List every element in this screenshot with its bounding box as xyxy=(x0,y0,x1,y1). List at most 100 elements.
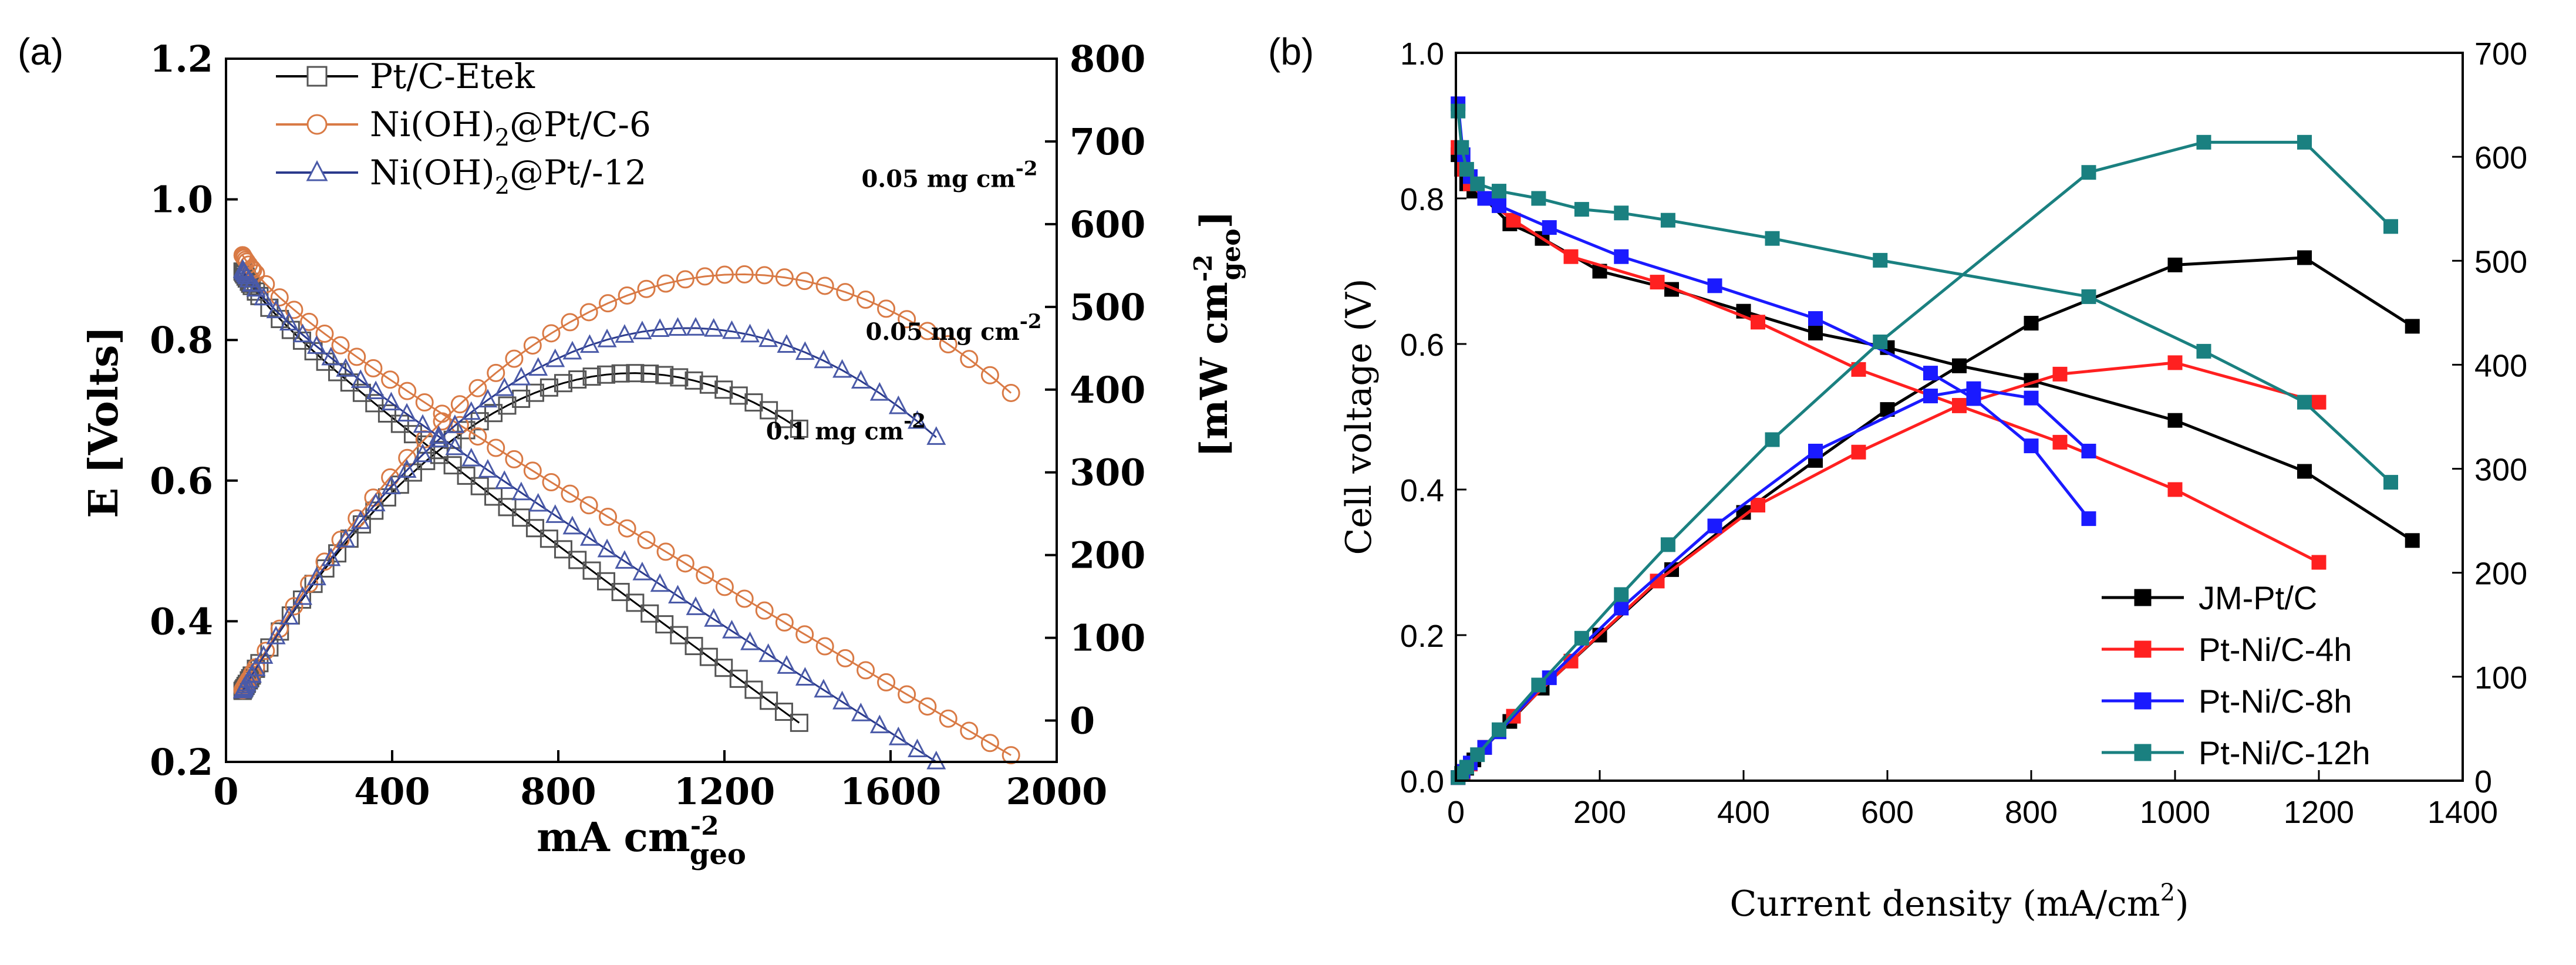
voltage-point xyxy=(1470,176,1485,191)
polarization-point xyxy=(740,631,760,650)
voltage-point xyxy=(1873,252,1888,268)
polarization-point xyxy=(542,473,561,491)
power-point xyxy=(960,350,979,369)
power-point xyxy=(545,348,565,367)
chart-panel-a: (a)0 400 800 1200 1600 20000.20.40.60.81.01.2… xyxy=(18,31,1246,871)
polarization-point xyxy=(568,551,587,569)
panel-label: (b) xyxy=(1268,31,1314,73)
polarization-point xyxy=(980,734,999,753)
polarization-point xyxy=(960,721,979,740)
polarization-point xyxy=(877,673,896,691)
polarization-point xyxy=(597,572,616,591)
power-point xyxy=(729,386,748,405)
polarization-point xyxy=(450,416,469,434)
polarization-point xyxy=(365,394,384,413)
power-point xyxy=(2383,219,2398,234)
x-axis-label: Current density (mA/cm2) xyxy=(1729,879,2189,924)
legend-label: Ni(OH)2@Pt/C-6 xyxy=(370,104,651,151)
power-point xyxy=(397,459,417,478)
polarization-point xyxy=(366,380,386,400)
power-point xyxy=(735,265,754,284)
polarization-point xyxy=(523,461,542,480)
polarization-point xyxy=(525,519,544,538)
polarization-point xyxy=(869,714,889,734)
x-tick-label: 2000 xyxy=(1006,770,1108,813)
polarization-point xyxy=(888,726,908,745)
polarization-point xyxy=(755,601,774,620)
polarization-point xyxy=(429,425,449,444)
power-point xyxy=(655,366,674,384)
power-point xyxy=(1531,677,1546,693)
power-point xyxy=(775,268,794,287)
series-3 xyxy=(1451,103,2398,785)
voltage-point xyxy=(1459,161,1474,177)
polarization-point xyxy=(545,504,565,523)
polarization-point xyxy=(478,459,498,478)
polarization-point xyxy=(597,538,617,558)
power-point xyxy=(528,357,548,376)
polarization-point xyxy=(266,299,286,319)
polarization-point xyxy=(851,703,871,721)
polarization-point xyxy=(340,373,359,392)
voltage-point xyxy=(2167,482,2183,497)
polarization-point xyxy=(795,625,814,644)
polarization-point xyxy=(336,358,356,377)
power-point xyxy=(579,334,599,353)
polarization-point xyxy=(918,697,937,716)
power-point xyxy=(331,531,350,549)
voltage-point xyxy=(2081,289,2096,304)
power-point xyxy=(293,586,312,605)
y-tick-label: 0.2 xyxy=(150,741,213,784)
power-point xyxy=(568,370,587,389)
annotation: 0.05 mg cm-2 xyxy=(861,157,1037,193)
polarization-point xyxy=(413,414,433,433)
legend-marker xyxy=(2134,692,2152,710)
polarization-point xyxy=(815,637,834,656)
voltage-point xyxy=(1492,198,1506,213)
polarization-point xyxy=(760,691,778,710)
x-tick-label: 800 xyxy=(520,770,596,813)
polarization-point xyxy=(364,359,383,377)
y2-tick-label: 300 xyxy=(2474,453,2527,488)
y2-tick-label: 700 xyxy=(1070,120,1145,163)
power-point xyxy=(795,341,815,360)
polarization-point xyxy=(1002,746,1020,765)
power-point xyxy=(670,368,689,387)
x-tick-label: 800 xyxy=(2005,795,2058,830)
power-point xyxy=(430,441,449,460)
power-line xyxy=(1456,387,2090,779)
polarization-point xyxy=(832,690,852,710)
voltage-point xyxy=(1660,212,1675,228)
polarization-point xyxy=(599,507,618,526)
y-tick-label: 0.8 xyxy=(1400,182,1444,217)
power-point xyxy=(246,657,266,676)
power-point xyxy=(814,349,834,369)
power-point xyxy=(857,291,875,309)
polarization-point xyxy=(774,703,793,721)
polarization-point xyxy=(908,738,928,758)
power-point xyxy=(686,317,706,336)
power-point xyxy=(676,270,694,289)
voltage-point xyxy=(1751,315,1765,330)
chart-panel-b: (b)0 200 400 600 800 1000 1200 14000.00.20.40.6… xyxy=(1268,31,2527,924)
power-point xyxy=(777,334,797,353)
y2-tick-label: 400 xyxy=(1070,369,1145,411)
power-point xyxy=(2024,316,2039,331)
power-point xyxy=(445,414,465,433)
power-point xyxy=(715,265,734,284)
power-point xyxy=(714,380,733,399)
voltage-point xyxy=(1451,103,1466,119)
y2-tick-label: 500 xyxy=(2474,244,2527,279)
power-point xyxy=(279,606,299,625)
voltage-line xyxy=(1456,110,2392,484)
polarization-point xyxy=(498,498,517,517)
power-point xyxy=(656,274,675,293)
power-point xyxy=(908,410,928,429)
polarization-point xyxy=(857,661,875,680)
legend-marker xyxy=(2134,589,2152,606)
power-point xyxy=(1660,537,1675,552)
polarization-point xyxy=(898,685,916,704)
power-point xyxy=(939,335,957,354)
plot-frame xyxy=(225,58,1058,763)
polarization-point xyxy=(696,566,714,585)
